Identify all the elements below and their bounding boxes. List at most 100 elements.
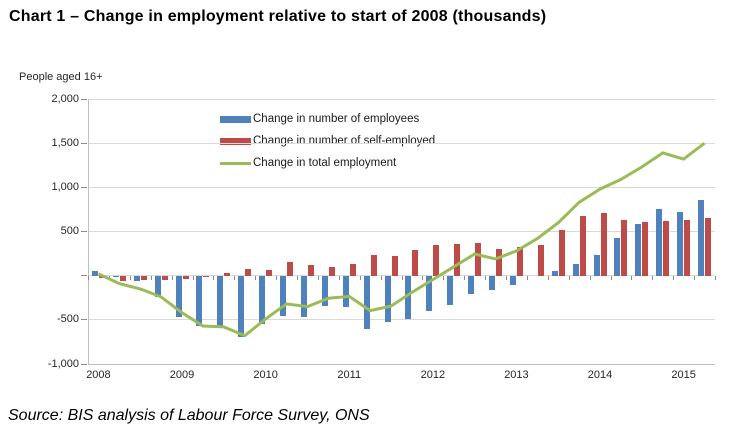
bar-employees [342,275,349,307]
bar-employees [363,275,370,329]
y-gridline [88,231,715,232]
bar-self-employed [600,212,607,276]
bar-employees [698,200,705,276]
category-tick [485,275,487,280]
y-gridline [88,186,715,188]
bar-self-employed [663,221,670,276]
bar-employees [175,275,182,318]
bar-employees [489,275,496,291]
y-axis-line [88,99,89,364]
bar-self-employed [119,275,126,281]
category-tick [443,275,445,280]
bar-self-employed [475,242,482,276]
category-tick [506,275,507,280]
axis-unit-label: People aged 16+ [19,71,103,83]
bar-self-employed [642,222,649,276]
category-tick [464,275,466,280]
bar-employees [635,223,642,276]
y-axis-label: -500 [56,313,79,326]
bar-self-employed [245,269,252,276]
x-axis-label: 2013 [504,369,529,381]
bar-self-employed [684,220,691,276]
bar-employees [321,275,328,306]
y-axis-label: -1,000 [47,357,79,370]
category-tick [652,275,654,280]
bar-self-employed [266,269,273,276]
source-note: Source: BIS analysis of Labour Force Sur… [8,407,370,424]
bar-employees [259,275,266,324]
y-axis-tick [81,142,87,144]
category-tick [401,275,403,280]
bar-employees [217,275,224,326]
bar-employees [447,275,454,306]
category-tick [589,275,591,280]
bar-employees [656,208,663,276]
chart-title: Chart 1 – Change in employment relative … [9,8,547,25]
category-tick [192,275,194,280]
legend-swatch-total-employment [220,161,251,165]
category-tick [547,275,549,280]
y-axis-label: 1,500 [51,136,79,149]
bar-self-employed [412,249,419,276]
bar-employees [426,275,433,311]
bar-self-employed [621,220,628,276]
y-axis-tick [81,319,87,321]
legend-item-employees: Change in number of employees [220,108,435,130]
bar-self-employed [349,264,356,276]
bar-self-employed [558,229,565,276]
category-tick [694,275,696,280]
y-axis-tick [81,231,87,232]
bar-employees [551,271,558,276]
category-tick [422,275,424,280]
bar-employees [196,275,203,327]
category-tick [88,275,89,280]
x-axis-label: 2012 [420,369,446,381]
legend-label: Change in number of self-employed [253,135,436,147]
bar-self-employed [705,218,712,276]
category-tick [359,275,361,280]
bar-self-employed [579,216,586,276]
category-tick [715,275,716,280]
legend-swatch-employees [220,115,251,123]
y-gridline [88,98,715,100]
bar-employees [677,212,684,276]
bar-employees [300,275,307,317]
legend-swatch-self-employed [220,137,251,145]
bar-self-employed [516,247,523,276]
category-tick [213,275,215,280]
bar-employees [154,275,161,297]
category-tick [380,275,382,280]
bar-employees [280,275,287,317]
y-axis-tick [81,186,87,188]
bar-employees [572,264,579,276]
bar-employees [384,275,391,323]
bar-self-employed [537,245,544,276]
category-tick [276,275,278,280]
employment-line [97,142,706,338]
y-gridline [88,363,715,365]
y-axis-label: 500 [60,225,79,237]
bar-self-employed [433,245,440,276]
bar-self-employed [496,248,503,276]
bar-self-employed [203,275,210,277]
bar-employees [468,275,475,295]
bar-self-employed [328,266,335,276]
legend: Change in number of employees Change in … [220,108,435,174]
y-gridline [88,142,715,144]
bar-self-employed [140,275,147,280]
category-tick [255,275,257,280]
legend-item-total-employment: Change in total employment [220,152,435,174]
bar-employees [112,275,119,278]
bar-self-employed [454,244,461,276]
bar-self-employed [307,264,314,276]
x-axis-label: 2008 [86,369,111,381]
bar-self-employed [370,254,377,276]
y-axis-label: 2,000 [51,92,79,105]
category-tick [631,275,633,280]
bar-self-employed [287,261,294,276]
category-tick [317,275,319,280]
bar-self-employed [391,255,398,276]
legend-label: Change in number of employees [253,113,420,125]
bar-self-employed [182,275,189,279]
